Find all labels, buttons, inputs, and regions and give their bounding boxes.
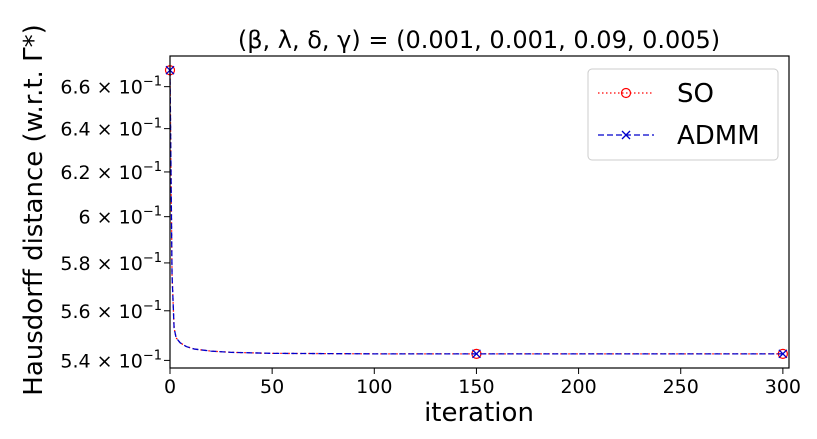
legend-label-admm: ADMM [677, 121, 760, 151]
y-tick-mantissa: 5.6 [60, 301, 90, 323]
x-tick-label: 300 [765, 376, 801, 398]
y-tick-exponent: −1 [143, 299, 162, 314]
legend-marker [620, 87, 632, 99]
y-tick-base: × 10 [91, 301, 143, 323]
y-tick-label: 5.6 × 10−1 [60, 299, 162, 323]
y-tick-exponent: −1 [143, 160, 162, 175]
y-tick-label: 6.4 × 10−1 [60, 117, 162, 141]
y-tick-exponent: −1 [143, 75, 162, 90]
x-tick-label: 50 [260, 376, 284, 398]
x-tick-label: 0 [164, 376, 176, 398]
y-tick-label: 5.8 × 10−1 [60, 251, 162, 275]
legend: SO ADMM [587, 68, 779, 161]
series-marker-admm [778, 349, 788, 359]
y-tick-label: 6 × 10−1 [79, 205, 162, 229]
y-tick-base: × 10 [91, 207, 143, 229]
y-tick-base: × 10 [91, 119, 143, 141]
y-tick-base: × 10 [91, 350, 143, 372]
y-axis-label: Hausdorff distance (w.r.t. Γ*) [19, 24, 49, 395]
y-tick-mantissa: 6.6 [60, 77, 90, 99]
y-tick-label: 6.6 × 10−1 [60, 75, 162, 99]
y-tick-exponent: −1 [143, 348, 162, 363]
legend-marker [621, 130, 631, 140]
y-tick-mantissa: 6.2 [60, 162, 90, 184]
y-tick-label: 5.4 × 10−1 [60, 348, 162, 372]
y-tick-base: × 10 [91, 77, 143, 99]
y-tick-mantissa: 6 [79, 207, 91, 229]
y-tick-label: 6.2 × 10−1 [60, 160, 162, 184]
series-marker-admm-stroke [778, 349, 788, 359]
y-tick-mantissa: 6.4 [60, 119, 90, 141]
series-marker-admm-stroke [471, 349, 481, 359]
x-tick-label: 200 [560, 376, 596, 398]
x-axis-label: iteration [424, 398, 534, 428]
y-tick-exponent: −1 [143, 117, 162, 132]
series-marker-admm [471, 349, 481, 359]
y-tick-mantissa: 5.8 [60, 253, 90, 275]
x-tick-label: 250 [663, 376, 699, 398]
legend-box [587, 68, 779, 161]
series-line-admm [169, 70, 783, 355]
plot-frame [169, 55, 790, 369]
legend-marker-stroke [621, 130, 631, 140]
y-tick-exponent: −1 [143, 251, 162, 266]
legend-label-so: SO [677, 79, 714, 109]
y-tick-exponent: −1 [143, 205, 162, 220]
y-tick-mantissa: 5.4 [60, 350, 90, 372]
y-tick-base: × 10 [91, 253, 143, 275]
x-tick-label: 150 [458, 376, 494, 398]
chart-title: (β, λ, δ, γ) = (0.001, 0.001, 0.09, 0.00… [238, 26, 720, 54]
x-tick-label: 100 [356, 376, 392, 398]
y-tick-base: × 10 [91, 162, 143, 184]
